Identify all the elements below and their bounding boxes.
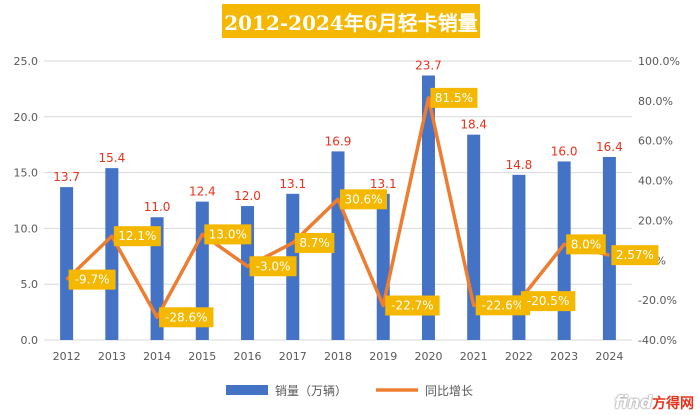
bar-value-label: 13.7 xyxy=(53,170,80,184)
y-left-tick-label: 10.0 xyxy=(14,222,39,235)
y-right-tick-label: -20.0% xyxy=(638,294,677,307)
bar-value-label: 23.7 xyxy=(415,59,442,73)
x-tick-label: 2022 xyxy=(505,350,533,363)
yoy-label: 30.6% xyxy=(344,192,382,206)
bar-2024 xyxy=(602,156,616,340)
yoy-label: -3.0% xyxy=(256,259,291,273)
legend-bar-swatch xyxy=(226,385,268,395)
yoy-label-box xyxy=(204,224,252,245)
legend-bar-label: 销量（万辆） xyxy=(275,384,347,398)
bar-2019 xyxy=(376,193,390,340)
yoy-label-box xyxy=(611,245,659,266)
yoy-label-box xyxy=(249,256,297,277)
yoy-label: 2.57% xyxy=(616,248,654,262)
bar-value-label: 16.4 xyxy=(596,140,623,154)
yoy-label-box xyxy=(113,226,161,247)
bar-value-label: 11.0 xyxy=(144,200,171,214)
bar-value-label: 16.0 xyxy=(551,144,578,158)
bar-value-label: 13.1 xyxy=(279,177,306,191)
legend-line-label: 同比增长 xyxy=(425,384,473,398)
yoy-label: -9.7% xyxy=(75,273,110,287)
y-left-tick-label: 0.0 xyxy=(21,334,39,347)
yoy-label: 81.5% xyxy=(435,91,473,105)
x-tick-label: 2015 xyxy=(188,350,216,363)
yoy-label-box xyxy=(159,307,214,328)
x-tick-label: 2013 xyxy=(98,350,126,363)
y-right-tick-label: 100.0% xyxy=(638,55,680,68)
y-left-tick-label: 5.0 xyxy=(21,278,39,291)
yoy-label: 13.0% xyxy=(209,227,247,241)
y-right-tick-label: 20.0% xyxy=(638,214,673,227)
yoy-label-box xyxy=(475,295,531,316)
x-tick-label: 2014 xyxy=(143,350,171,363)
bar-value-label: 15.4 xyxy=(98,151,125,165)
y-left-tick-label: 20.0 xyxy=(14,111,39,124)
bar-value-label: 12.4 xyxy=(189,185,216,199)
yoy-label-box xyxy=(520,291,576,312)
x-tick-label: 2012 xyxy=(53,350,81,363)
chart-title: 2012-2024年6月轻卡销量 xyxy=(222,4,480,38)
y-right-tick-label: 40.0% xyxy=(638,175,673,188)
yoy-label: -20.5% xyxy=(527,294,569,308)
bar-value-label: 13.1 xyxy=(370,177,397,191)
x-tick-label: 2023 xyxy=(550,350,578,363)
x-tick-label: 2016 xyxy=(234,350,262,363)
x-tick-label: 2019 xyxy=(369,350,397,363)
bar-2012 xyxy=(60,187,74,340)
bar-value-label: 14.8 xyxy=(506,158,533,172)
bar-2013 xyxy=(105,168,119,340)
yoy-label: -22.6% xyxy=(482,298,524,312)
yoy-label: -28.6% xyxy=(165,310,207,324)
y-right-tick-label: 60.0% xyxy=(638,135,673,148)
y-right-tick-label: 80.0% xyxy=(638,95,673,108)
yoy-label-box xyxy=(340,189,387,210)
yoy-label-box xyxy=(566,234,606,255)
yoy-label-box xyxy=(294,232,335,253)
yoy-label: 8.7% xyxy=(299,236,330,250)
yoy-label: 12.1% xyxy=(118,229,156,243)
watermark-logo: find方得网 xyxy=(614,393,694,413)
bar-value-label: 16.9 xyxy=(325,134,352,148)
bar-2020 xyxy=(421,75,435,341)
x-tick-label: 2024 xyxy=(595,350,623,363)
y-right-tick-label: -40.0% xyxy=(638,334,677,347)
x-tick-label: 2018 xyxy=(324,350,352,363)
yoy-label: 8.0% xyxy=(571,237,602,251)
x-tick-label: 2021 xyxy=(460,350,488,363)
y-left-tick-label: 15.0 xyxy=(14,167,39,180)
y-left-tick-label: 25.0 xyxy=(14,55,39,68)
x-tick-label: 2017 xyxy=(279,350,307,363)
bar-value-label: 12.0 xyxy=(234,189,261,203)
x-tick-label: 2020 xyxy=(414,350,442,363)
bar-value-label: 18.4 xyxy=(460,118,487,132)
yoy-label-box xyxy=(68,269,116,290)
yoy-label-box xyxy=(430,87,478,108)
yoy-label-box xyxy=(385,295,440,316)
yoy-label: -22.7% xyxy=(391,299,433,313)
